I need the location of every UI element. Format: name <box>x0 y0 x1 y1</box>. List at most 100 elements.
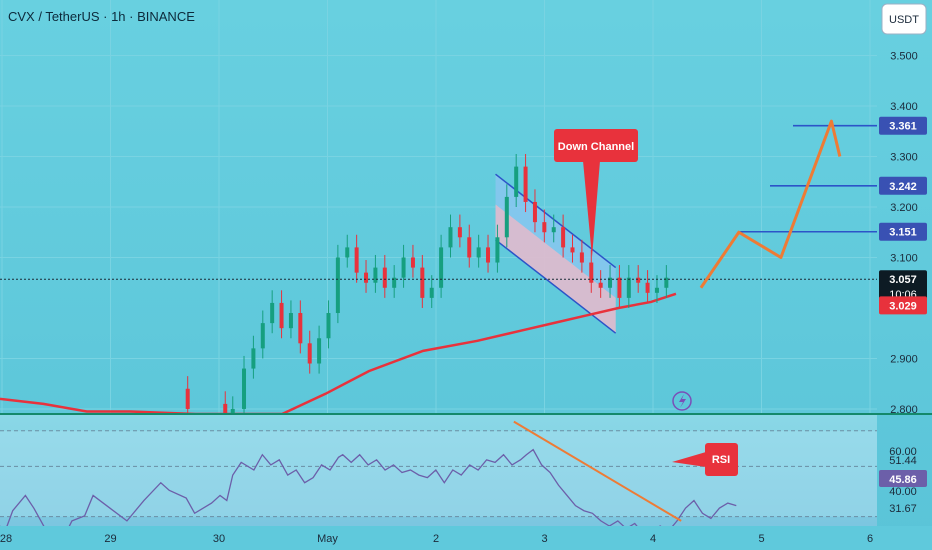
current-price-text: 3.057 <box>889 274 917 286</box>
ma-price-box <box>879 296 927 315</box>
down-channel-callout[interactable]: Down Channel <box>554 129 638 257</box>
candle-body <box>223 403 228 420</box>
time-tick-label: 2 <box>433 533 439 545</box>
candle-body <box>514 166 519 197</box>
price-tick-label: 3.200 <box>890 202 918 214</box>
rsi-level-label: 51.44 <box>889 455 917 467</box>
price-levels <box>0 124 877 280</box>
candle-body <box>410 257 415 268</box>
rsi-top-label: 60.00 <box>889 446 917 458</box>
candle-body <box>504 196 509 238</box>
down-channel-callout-label: Down Channel <box>558 141 634 153</box>
candle-body <box>420 267 425 298</box>
candle-body <box>561 227 566 248</box>
rsi-indicator <box>0 420 877 548</box>
lightning-icon-bolt <box>679 394 686 408</box>
candle-body <box>288 313 293 329</box>
rsi-level-label: 40.00 <box>889 486 917 498</box>
time-tick-label: 6 <box>867 533 873 545</box>
rsi-value-box <box>879 470 927 487</box>
projected-path <box>699 119 842 289</box>
time-tick-label: 3 <box>541 533 547 545</box>
price-label-box <box>879 176 927 195</box>
rsi-callout[interactable]: RSI <box>672 443 738 476</box>
candle-body <box>185 388 190 409</box>
candle-body <box>542 222 547 233</box>
price-label-text: 3.242 <box>889 181 917 193</box>
price-tick-label: 3.300 <box>890 152 918 164</box>
currency-button-label: USDT <box>889 14 919 26</box>
grid-lines <box>0 0 877 526</box>
candle-body <box>373 267 378 283</box>
price-tick-label: 2.900 <box>890 353 918 365</box>
candle-body <box>335 257 340 314</box>
projected-path-line <box>699 119 842 289</box>
candle-body <box>617 277 622 298</box>
candle-body <box>364 272 369 283</box>
channel-fill-lower <box>495 204 616 334</box>
lightning-icon-ring <box>672 391 692 411</box>
rsi-callout-pointer <box>672 452 706 467</box>
time-tick-label: May <box>317 533 338 545</box>
ma-line <box>0 292 677 416</box>
down-channel[interactable] <box>495 173 617 334</box>
price-tick-label: 3.100 <box>890 252 918 264</box>
channel-lower-line <box>495 239 617 334</box>
candle-body <box>467 237 472 258</box>
price-axis[interactable]: 3.500 3.400 3.300 3.200 3.100 2.900 2.800 3.361… <box>879 51 927 416</box>
lightning-icon[interactable] <box>672 391 692 411</box>
candle-body <box>448 227 453 248</box>
candle-body <box>608 277 613 288</box>
candles <box>185 153 669 435</box>
moving-average <box>0 292 677 416</box>
candle-body <box>551 227 556 233</box>
candle-body <box>589 262 594 283</box>
candle-body <box>345 247 350 258</box>
price-tick-label: 2.800 <box>890 404 918 416</box>
time-axis[interactable]: 28 29 30 May 2 3 4 5 6 <box>0 533 873 545</box>
candle-body <box>598 282 603 288</box>
time-tick-label: 28 <box>0 533 12 545</box>
time-axis-background <box>0 526 932 550</box>
candle-body <box>476 247 481 258</box>
currency-button-box <box>881 3 927 35</box>
rsi-trendline <box>513 420 682 522</box>
candle-body <box>260 323 265 349</box>
time-tick-label: 29 <box>104 533 116 545</box>
price-label-box <box>879 222 927 241</box>
candle-body <box>242 368 247 409</box>
candle-body <box>298 313 303 344</box>
time-tick-label: 30 <box>213 533 225 545</box>
candle-body <box>636 277 641 283</box>
rsi-value-text: 45.86 <box>889 474 917 486</box>
candle-body <box>382 267 387 288</box>
candle-body <box>626 277 631 298</box>
candle-body <box>523 166 528 202</box>
time-tick-label: 4 <box>650 533 656 545</box>
candle-body <box>439 247 444 288</box>
candle-body <box>401 257 406 278</box>
currency-button[interactable]: USDT <box>881 3 927 35</box>
candle-body <box>326 313 331 339</box>
price-label-text: 3.151 <box>889 227 917 239</box>
candle-body <box>251 348 256 369</box>
current-price-box <box>879 270 927 304</box>
candle-body <box>486 247 491 263</box>
price-tick-label: 3.400 <box>890 101 918 113</box>
time-tick-label: 5 <box>758 533 764 545</box>
rsi-callout-box <box>705 443 738 476</box>
symbol-title: CVX / TetherUS · 1h · BINANCE <box>8 9 195 24</box>
down-channel-callout-box <box>554 129 638 162</box>
rsi-level-label: 31.67 <box>889 503 917 515</box>
ma-price-text: 3.029 <box>889 300 917 312</box>
price-label-box <box>879 116 927 135</box>
candle-body <box>429 287 434 298</box>
price-label-text: 3.361 <box>889 121 917 133</box>
candle-body <box>532 201 537 223</box>
price-tick-label: 3.500 <box>890 51 918 63</box>
rsi-callout-label: RSI <box>712 454 730 466</box>
candle-body <box>570 247 575 253</box>
